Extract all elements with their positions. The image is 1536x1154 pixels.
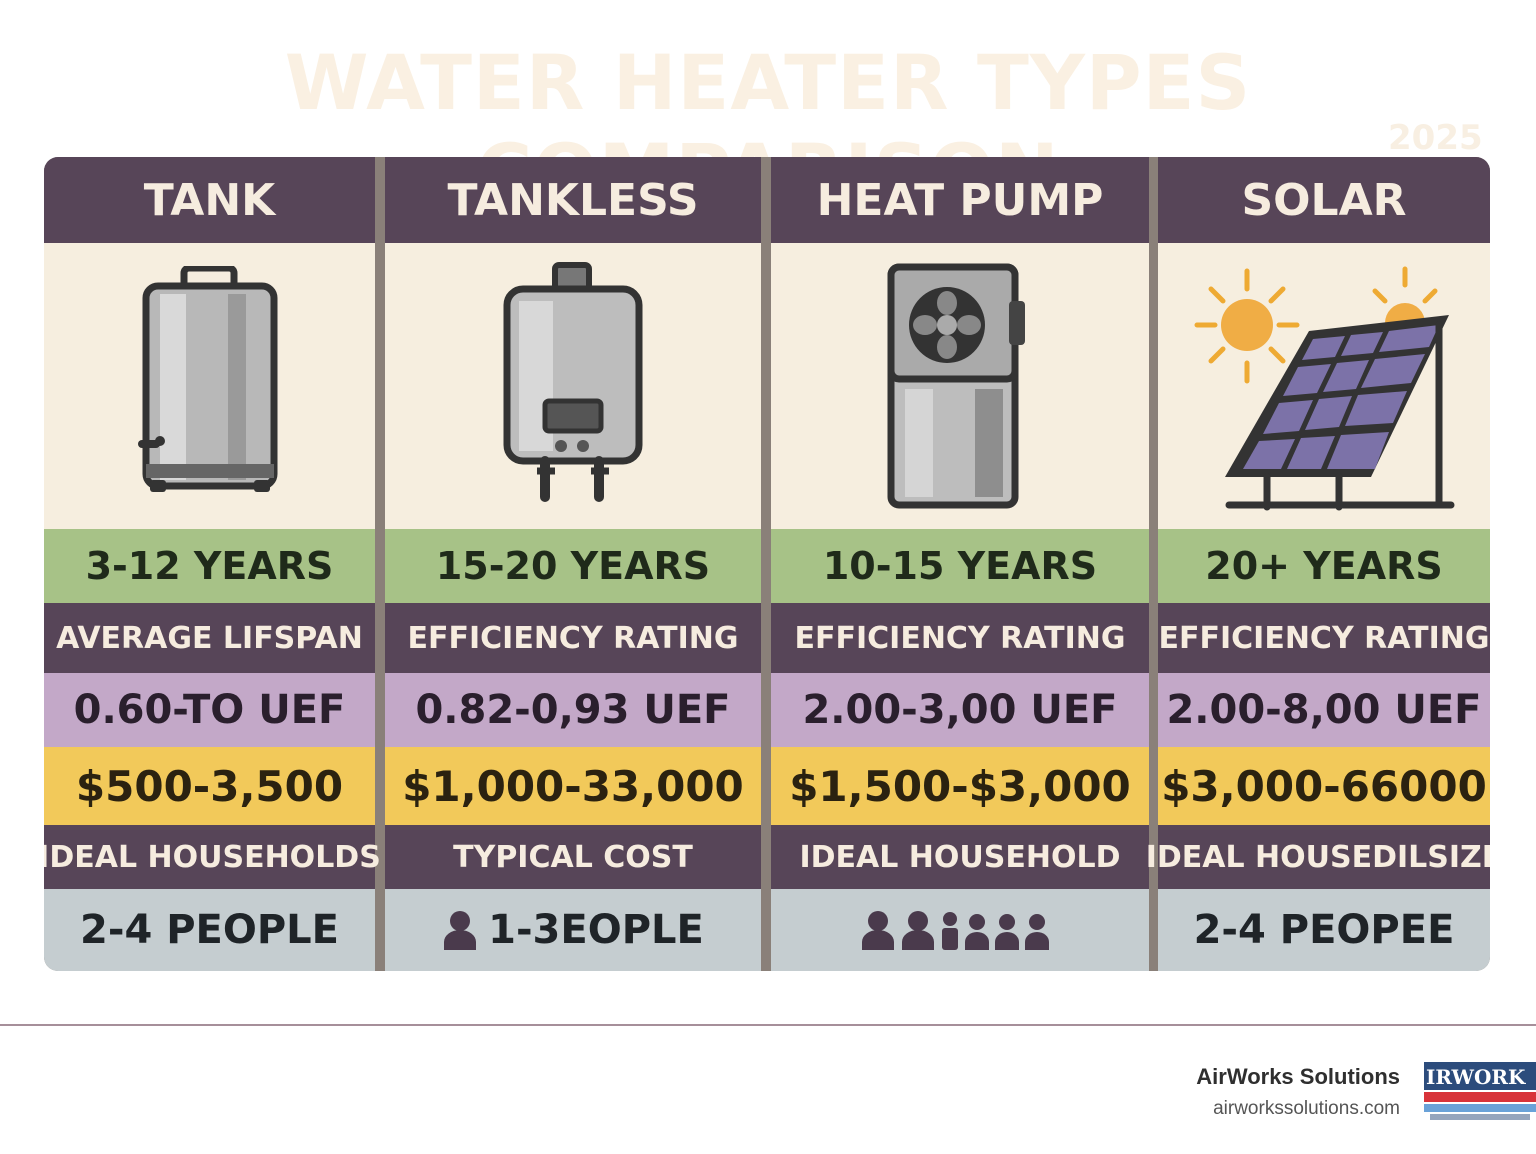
person-icon — [942, 912, 958, 950]
column-tankless: TANKLESS 15-20 YEARS EFFICIENCY RATING 0… — [385, 157, 761, 971]
row-label: EFFICIENCY RATING — [385, 603, 761, 673]
household-value: 1-3EOPLE — [385, 889, 761, 971]
cost-value: $3,000-66000 — [1158, 747, 1490, 825]
column-solar: SOLAR — [1146, 157, 1490, 971]
row-label: EFFICIENCY RATING — [1158, 603, 1490, 673]
efficiency-value: 0.60-TO UEF — [44, 673, 375, 747]
lifespan-value: 20+ YEARS — [1158, 529, 1490, 603]
comparison-table: TANK 3-12 YEARS AVERAGE LIFSPAN 0.60-TO … — [44, 157, 1490, 971]
column-header: HEAT PUMP — [771, 157, 1149, 243]
solar-panel-image — [1158, 243, 1490, 529]
people-icons — [860, 910, 1050, 950]
efficiency-value: 2.00-3,00 UEF — [771, 673, 1149, 747]
brand-name: AirWorks Solutions — [1196, 1064, 1400, 1089]
people-icons — [442, 910, 478, 950]
logo-text: IRWORK — [1426, 1065, 1526, 1089]
row-label: IDEAL HOUSEHOLD — [771, 825, 1149, 889]
row-label: IDEAL HOUSEHOLDS — [44, 825, 381, 889]
tankless-heater-image — [385, 243, 761, 529]
footer-divider — [0, 1024, 1536, 1026]
tankless-heater-icon — [503, 262, 643, 502]
column-header: SOLAR — [1158, 157, 1490, 243]
cost-value: $1,000-33,000 — [385, 747, 761, 825]
lifespan-value: 15-20 YEARS — [385, 529, 761, 603]
lifespan-value: 10-15 YEARS — [771, 529, 1149, 603]
row-label: AVERAGE LIFSPAN — [44, 603, 375, 673]
person-icon — [1025, 914, 1049, 950]
brand-logo: IRWORK — [1424, 1062, 1536, 1124]
cost-value: $500-3,500 — [44, 747, 375, 825]
person-icon — [965, 914, 989, 950]
solar-panel-icon — [1194, 266, 1455, 511]
row-label: TYPICAL COST — [385, 825, 761, 889]
household-text: 1-3EOPLE — [488, 907, 704, 953]
year-label: 2025 — [1388, 118, 1483, 158]
heat-pump-icon — [887, 263, 1025, 509]
person-icon — [995, 914, 1019, 950]
column-heat-pump: HEAT PUMP 10-15 YEARS EFFICIENCY RATING … — [771, 157, 1149, 971]
tank-heater-icon — [137, 266, 277, 492]
household-value: 2-4 PEOPLE — [44, 889, 375, 971]
lifespan-value: 3-12 YEARS — [44, 529, 375, 603]
tank-heater-image — [44, 243, 375, 529]
heat-pump-image — [771, 243, 1149, 529]
column-header: TANKLESS — [385, 157, 761, 243]
household-value: 2-4 PEOPEE — [1158, 889, 1490, 971]
column-tank: TANK 3-12 YEARS AVERAGE LIFSPAN 0.60-TO … — [44, 157, 381, 971]
cost-value: $1,500-$3,000 — [771, 747, 1149, 825]
column-header: TANK — [44, 157, 375, 243]
row-label: EFFICIENCY RATING — [771, 603, 1149, 673]
efficiency-value: 0.82-0,93 UEF — [385, 673, 761, 747]
person-icon — [862, 911, 894, 950]
brand-url[interactable]: airworkssolutions.com — [1213, 1098, 1400, 1119]
efficiency-value: 2.00-8,00 UEF — [1158, 673, 1490, 747]
household-value — [771, 889, 1149, 971]
person-icon — [444, 911, 477, 950]
person-icon — [902, 911, 934, 950]
row-label: IDEAL HOUSEDILSIZE — [1146, 825, 1490, 889]
